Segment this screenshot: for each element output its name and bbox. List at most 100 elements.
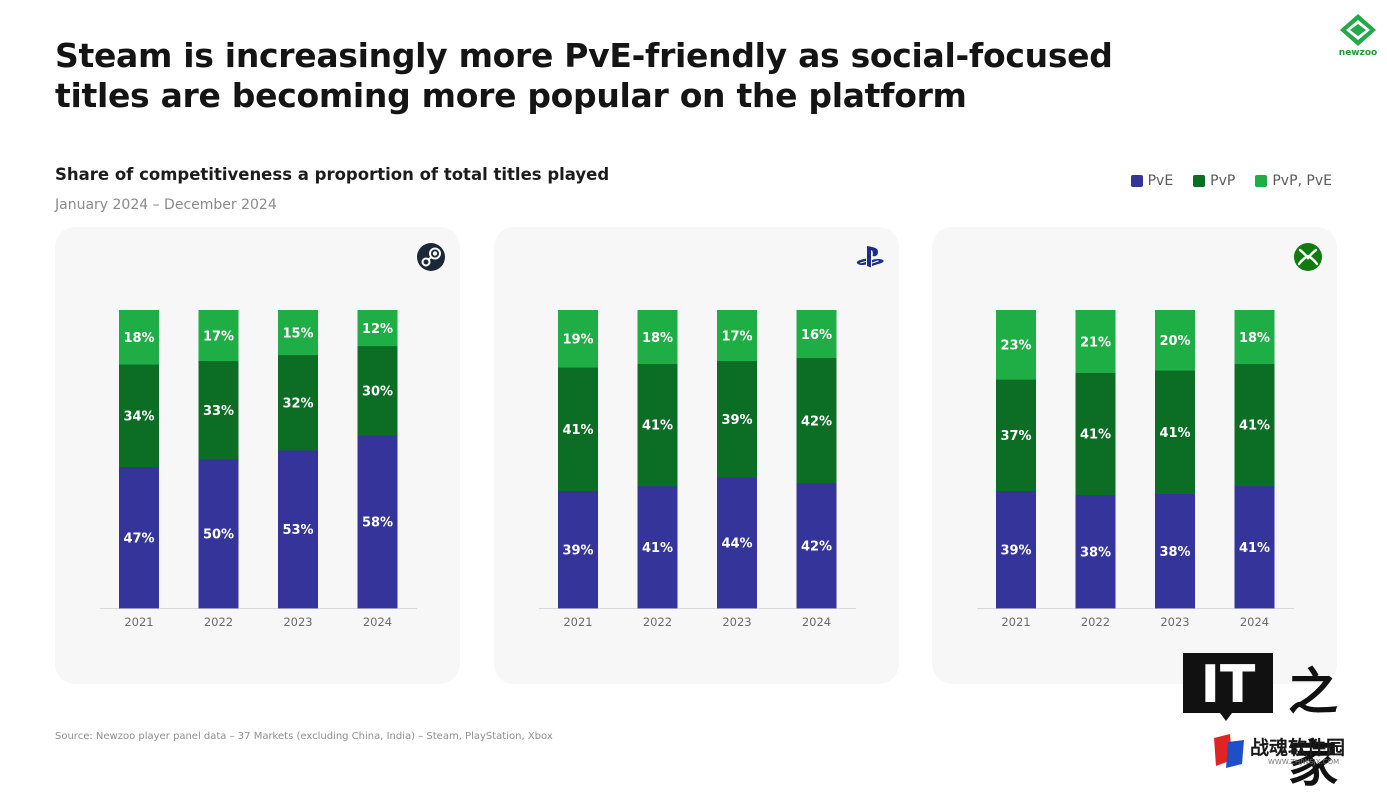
x-tick-label-2024: 2024: [363, 615, 392, 629]
watermark-badge-text: IT: [1201, 655, 1256, 715]
bar-pvp-pve-2021: [558, 310, 598, 368]
legend-item-pve: PvE: [1130, 173, 1174, 189]
bar-pvp-2023: [1155, 370, 1195, 495]
data-label-pve-2024: 41%: [1239, 541, 1270, 556]
chart-svg-xbox: 39% 37% 23% 2021 38% 41% 21% 2022 38% 41% 20% 2023 4…: [977, 310, 1294, 629]
bar-pvp-2021: [119, 364, 159, 467]
it-home-logo-icon: IT: [1183, 653, 1273, 721]
bar-pvp-2022: [1075, 372, 1116, 496]
data-label-pvp-pve-2022: 17%: [203, 329, 234, 344]
source-footnote: Source: Newzoo player panel data – 37 Ma…: [55, 731, 553, 742]
x-tick-label-2022: 2022: [204, 615, 233, 629]
data-label-pve-2023: 38%: [1159, 545, 1190, 560]
x-tick-label-2022: 2022: [1081, 615, 1110, 629]
bar-pvp-pve-2022: [198, 310, 239, 362]
data-label-pvp-2024: 30%: [362, 384, 393, 399]
bar-pve-2024: [796, 482, 837, 609]
bar-pve-2021: [119, 466, 159, 609]
data-label-pvp-2022: 33%: [203, 404, 234, 419]
bar-pve-2024: [357, 435, 398, 609]
x-tick-label-2022: 2022: [643, 615, 672, 629]
legend-swatch-pvp: [1193, 175, 1206, 187]
bar-pvp-2022: [637, 363, 678, 487]
bar-pvp-2023: [717, 360, 757, 478]
bar-pvp-pve-2023: [278, 310, 318, 356]
data-label-pvp-pve-2023: 17%: [721, 329, 752, 344]
data-label-pve-2024: 58%: [362, 516, 393, 531]
watermark-site-name: 战魂软件园: [1250, 737, 1346, 759]
legend-label-pve: PvE: [1147, 173, 1174, 189]
bar-pve-2021: [996, 490, 1036, 609]
bar-pvp-pve-2021: [996, 310, 1036, 380]
data-label-pvp-pve-2021: 23%: [1000, 339, 1031, 354]
chart-panel-playstation: 39% 41% 19% 2021 41% 41% 18% 2022 44% 39% 17% 2023 4…: [494, 227, 899, 684]
legend-swatch-pvp-pve: [1255, 175, 1268, 187]
bar-pvp-pve-2022: [637, 310, 678, 365]
data-label-pvp-pve-2023: 15%: [282, 326, 313, 341]
data-label-pvp-pve-2024: 16%: [801, 328, 832, 343]
bar-pvp-2024: [796, 357, 837, 484]
chart-panel-xbox: 39% 37% 23% 2021 38% 41% 21% 2022 38% 41% 20% 2023 4…: [932, 227, 1337, 684]
bar-pvp-2024: [357, 345, 398, 436]
bar-pvp-pve-2022: [1075, 310, 1116, 373]
watermark-cn-text: 之家: [1288, 663, 1338, 793]
data-label-pve-2021: 39%: [1000, 543, 1031, 558]
newzoo-logo-icon: [1340, 14, 1376, 46]
data-label-pvp-pve-2022: 21%: [1080, 335, 1111, 350]
bar-pve-2024: [1234, 485, 1275, 609]
data-label-pvp-2021: 34%: [123, 409, 154, 424]
chart-svg-playstation: 39% 41% 19% 2021 41% 41% 18% 2022 44% 39% 17% 2023 4…: [539, 310, 856, 629]
data-label-pve-2021: 47%: [123, 531, 154, 546]
x-tick-label-2024: 2024: [802, 615, 831, 629]
data-label-pvp-pve-2023: 20%: [1159, 334, 1190, 349]
chart-subtitle: Share of competitiveness a proportion of…: [55, 165, 610, 184]
data-label-pvp-pve-2024: 18%: [1239, 331, 1270, 346]
x-tick-label-2021: 2021: [124, 615, 153, 629]
legend-swatch-pve: [1130, 175, 1143, 187]
bar-pvp-pve-2021: [119, 310, 159, 365]
x-tick-label-2021: 2021: [563, 615, 592, 629]
bar-pvp-pve-2024: [1234, 310, 1275, 365]
site-logo-icon: [1214, 734, 1244, 768]
bar-pve-2023: [1155, 493, 1195, 609]
bar-pvp-pve-2023: [717, 310, 757, 362]
x-tick-label-2021: 2021: [1001, 615, 1030, 629]
date-range: January 2024 – December 2024: [55, 197, 277, 213]
data-label-pvp-pve-2021: 19%: [562, 333, 593, 348]
data-label-pvp-2021: 37%: [1000, 429, 1031, 444]
data-label-pvp-2024: 42%: [801, 414, 832, 429]
page-headline: Steam is increasingly more PvE-friendly …: [55, 36, 1113, 115]
bar-pvp-2022: [198, 360, 239, 460]
bar-pve-2021: [558, 490, 598, 609]
bar-pvp-pve-2024: [357, 310, 398, 347]
bar-pvp-2024: [1234, 363, 1275, 487]
data-label-pvp-pve-2021: 18%: [123, 331, 154, 346]
data-label-pve-2023: 53%: [282, 523, 313, 538]
bar-pvp-pve-2023: [1155, 310, 1195, 371]
legend: PvE PvP PvP, PvE: [1130, 173, 1332, 189]
data-label-pvp-2023: 39%: [721, 413, 752, 428]
chart-panel-steam: 47% 34% 18% 2021 50% 33% 17% 2022 53% 32% 15% 2023 5…: [55, 227, 460, 684]
x-tick-label-2023: 2023: [722, 615, 751, 629]
data-label-pvp-2024: 41%: [1239, 419, 1270, 434]
xbox-icon: [1294, 243, 1322, 271]
data-label-pvp-pve-2022: 18%: [642, 331, 673, 346]
data-label-pve-2022: 50%: [203, 528, 234, 543]
bar-pvp-pve-2024: [796, 310, 837, 359]
data-label-pve-2021: 39%: [562, 543, 593, 558]
bar-pve-2022: [198, 459, 239, 609]
legend-label-pvp-pve: PvP, PvE: [1272, 173, 1332, 189]
data-label-pve-2023: 44%: [721, 536, 752, 551]
data-label-pvp-2022: 41%: [642, 419, 673, 434]
bar-pve-2022: [637, 485, 678, 609]
data-label-pve-2022: 38%: [1080, 545, 1111, 560]
data-label-pve-2024: 42%: [801, 539, 832, 554]
steam-icon: [417, 243, 445, 271]
chart-svg-steam: 47% 34% 18% 2021 50% 33% 17% 2022 53% 32% 15% 2023 5…: [100, 310, 417, 629]
data-label-pvp-pve-2024: 12%: [362, 322, 393, 337]
data-label-pve-2022: 41%: [642, 541, 673, 556]
bar-pve-2023: [278, 450, 318, 609]
bar-pvp-2023: [278, 354, 318, 451]
x-tick-label-2023: 2023: [283, 615, 312, 629]
x-tick-label-2024: 2024: [1240, 615, 1269, 629]
